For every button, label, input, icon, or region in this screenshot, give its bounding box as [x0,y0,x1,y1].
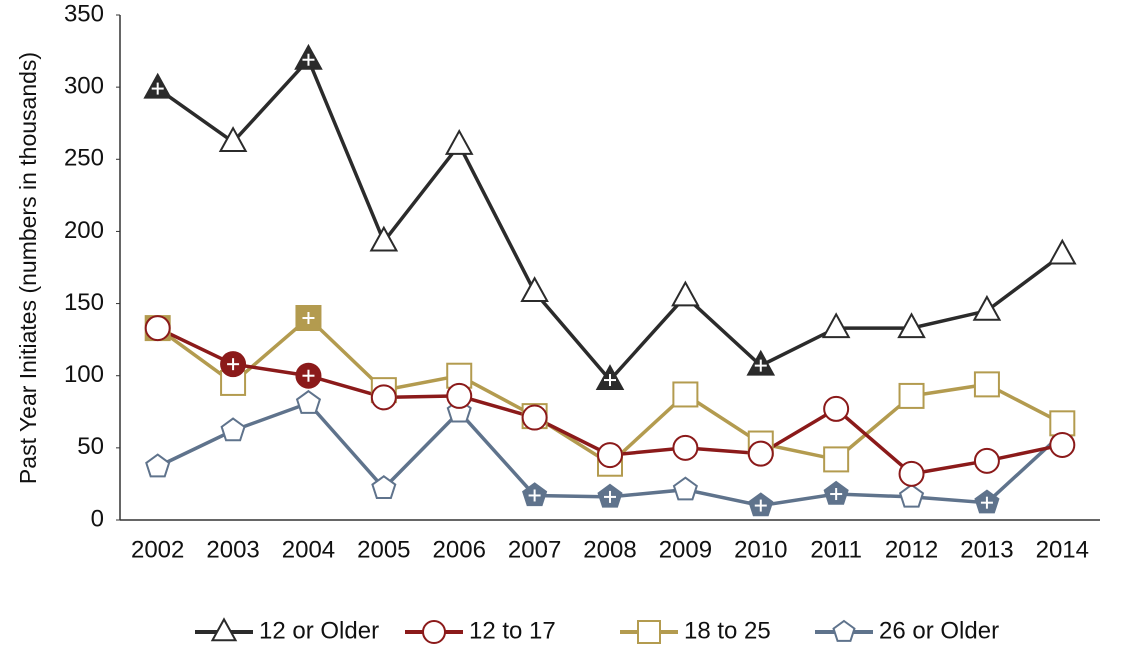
data-point [145,453,171,478]
legend-marker [832,619,856,642]
data-point [671,280,700,307]
y-tick-label: 0 [91,505,104,532]
data-point [898,382,925,409]
data-point [821,312,851,339]
x-tick-label: 2006 [433,536,486,563]
x-tick-label: 2005 [357,536,410,563]
legend-label: 26 or Older [879,617,999,644]
data-point [220,417,246,442]
x-tick-label: 2008 [583,536,636,563]
x-tick-label: 2004 [282,536,335,563]
data-point [1049,431,1076,458]
y-axis-title: Past Year Initiates (numbers in thousand… [15,52,41,484]
data-point [672,434,699,461]
x-tick-label: 2011 [810,536,862,563]
x-tick-label: 2002 [131,536,184,563]
data-point [898,460,925,487]
y-tick-label: 50 [77,433,104,460]
x-tick-label: 2003 [206,536,259,563]
legend-label: 12 or Older [259,617,379,644]
data-point [218,126,248,152]
y-tick-label: 100 [64,361,104,388]
y-tick-label: 300 [64,72,104,99]
data-point [520,276,549,303]
data-point [972,294,1002,321]
data-point [369,225,399,252]
data-point [1048,238,1077,265]
x-tick-label: 2010 [734,536,787,563]
x-tick-label: 2012 [885,536,938,563]
data-point [446,382,473,409]
y-tick-label: 250 [64,145,104,172]
data-point [672,381,699,408]
y-tick-label: 350 [64,0,104,27]
x-tick-label: 2013 [960,536,1013,563]
data-point [898,483,925,508]
y-tick-label: 150 [64,289,104,316]
legend-marker [637,620,661,644]
data-point [1049,410,1076,437]
legend-marker [422,620,446,644]
data-point [597,442,623,469]
data-point [973,447,1000,474]
data-point [747,440,774,467]
legend-label: 12 to 17 [469,617,556,644]
x-tick-label: 2009 [659,536,712,563]
data-point [973,371,1000,398]
y-tick-label: 200 [64,217,104,244]
data-point [144,315,171,342]
legend-marker [210,617,238,642]
data-point [295,389,322,414]
x-tick-label: 2007 [508,536,561,563]
data-point [521,404,548,431]
data-point [823,395,850,422]
series-line [156,315,1064,466]
data-point [897,312,926,339]
data-point [370,384,397,411]
data-point [823,446,850,473]
legend-label: 18 to 25 [684,617,771,644]
data-point [672,476,698,501]
data-point [444,128,474,155]
data-point [371,475,397,499]
x-tick-label: 2014 [1036,536,1089,563]
